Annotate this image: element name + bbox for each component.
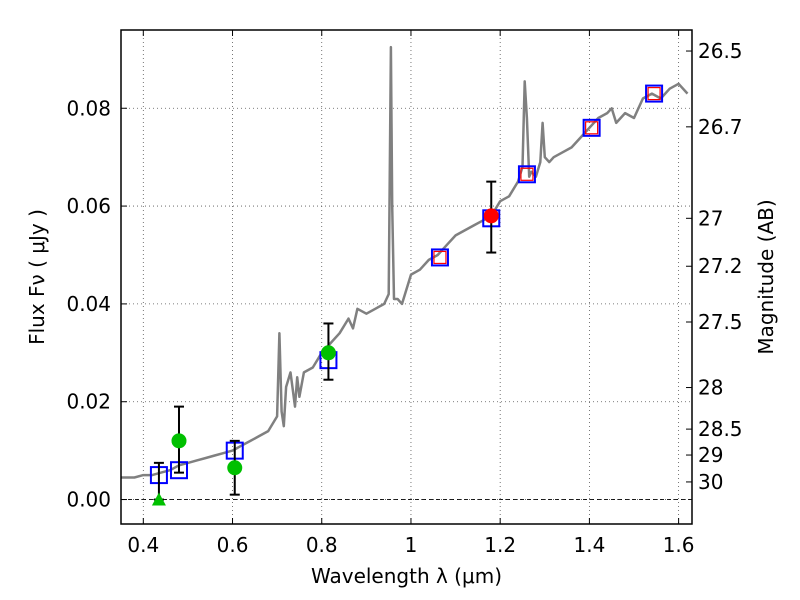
- model-square-marker: [645, 84, 664, 103]
- right-tick-label: 26.5: [698, 39, 743, 63]
- observed-point: [171, 433, 187, 449]
- right-axis-title: Magnitude (AB): [754, 199, 778, 354]
- x-tick-label: 1: [405, 533, 418, 557]
- right-tick-label: 27.5: [698, 310, 743, 334]
- y-axis-title: Flux Fν ( μJy ): [25, 209, 49, 345]
- y-tick-label: 0.06: [66, 194, 111, 218]
- x-tick-label: 1.6: [663, 533, 695, 557]
- upper-limit-marker: [151, 492, 166, 506]
- x-tick-label: 0.6: [217, 533, 249, 557]
- x-tick-label: 1.4: [573, 533, 605, 557]
- model-square-inner-marker: [520, 167, 534, 181]
- observed-point: [483, 208, 499, 224]
- plot-frame: [120, 29, 693, 525]
- x-tick-label: 1.2: [484, 533, 516, 557]
- model-square-marker: [517, 165, 536, 184]
- right-tick-label: 30: [698, 470, 723, 494]
- x-tick-label: 0.8: [306, 533, 338, 557]
- right-tick-label: 28: [698, 376, 723, 400]
- right-tick-label: 29: [698, 443, 723, 467]
- plot-area: [121, 45, 689, 506]
- x-axis-title: Wavelength λ (μm): [311, 564, 502, 588]
- right-tick-label: 28.5: [698, 417, 743, 441]
- y-tick-label: 0.00: [66, 488, 111, 512]
- y-tick-label: 0.04: [66, 292, 111, 316]
- x-tick-label: 0.4: [127, 533, 159, 557]
- observed-point: [227, 460, 243, 476]
- model-square-marker: [430, 248, 449, 267]
- axes: 0.4 0.6 0.8 1 1.2 1.4 1.6 0.00 0.02 0.04 0.06 0.08 2…: [66, 30, 743, 557]
- model-square-inner-marker: [647, 86, 661, 101]
- y-tick-label: 0.02: [66, 390, 111, 414]
- observed-point: [320, 345, 336, 361]
- spectrum-line: [121, 45, 689, 479]
- model-square-marker: [582, 118, 601, 137]
- grid: [121, 30, 692, 524]
- right-tick-label: 27: [698, 206, 723, 230]
- model-square-inner-marker: [585, 121, 599, 135]
- y-tick-label: 0.08: [66, 96, 111, 120]
- model-square-inner-marker: [433, 250, 447, 265]
- right-tick-label: 26.7: [698, 115, 743, 139]
- right-tick-label: 27.2: [698, 254, 743, 278]
